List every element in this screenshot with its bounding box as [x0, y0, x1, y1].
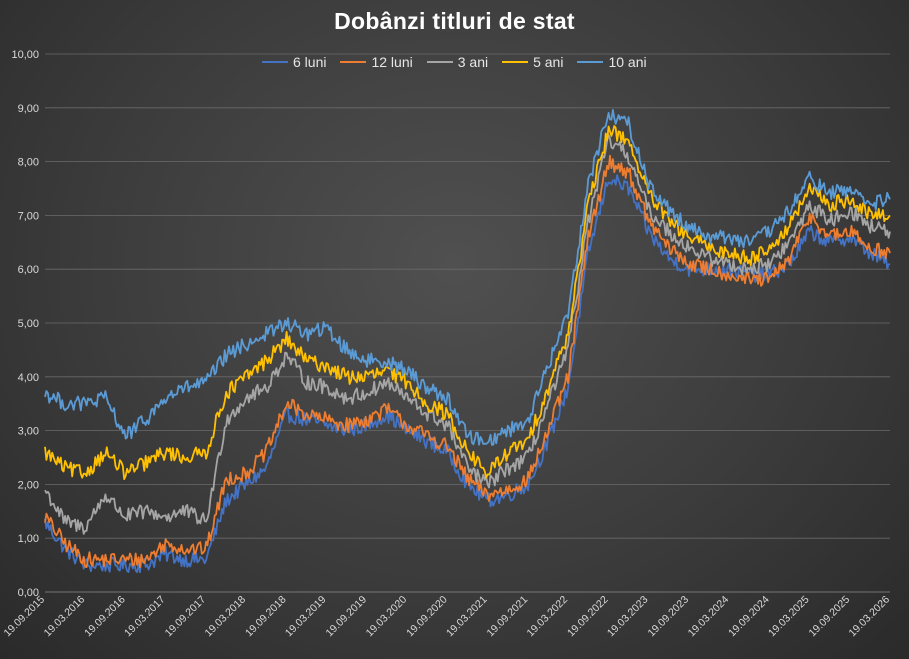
x-tick-label: 19.09.2015 [1, 594, 47, 640]
legend-swatch-12-luni [340, 61, 367, 63]
y-tick-label: 6,00 [18, 264, 39, 276]
y-tick-label: 8,00 [18, 157, 39, 169]
legend-swatch-3-ani [426, 61, 453, 63]
x-tick-label: 19.09.2023 [645, 594, 691, 640]
y-tick-label: 4,00 [18, 372, 39, 384]
y-tick-label: 2,00 [18, 479, 39, 491]
y-tick-label: 0,00 [18, 587, 39, 599]
legend-item-3-ani: 3 ani [426, 54, 489, 70]
x-tick-label: 19.09.2018 [243, 594, 289, 640]
x-tick-label: 19.09.2025 [807, 594, 853, 640]
x-tick-label: 19.09.2024 [726, 594, 772, 640]
legend-item-5-ani: 5 ani [502, 54, 563, 70]
chart-title: Dobânzi titluri de stat [334, 8, 575, 34]
legend-label-12-luni: 12 luni [371, 54, 413, 70]
x-tick-label: 19.09.2017 [163, 594, 209, 640]
legend-label-5-ani: 5 ani [533, 54, 564, 70]
x-axis-ticks: 19.09.201519.03.201619.09.201619.03.2017… [1, 594, 892, 640]
legend-label-3-ani: 3 ani [457, 54, 489, 70]
legend-swatch-5-ani [502, 61, 529, 63]
x-tick-label: 19.03.2023 [605, 594, 651, 640]
gridlines [45, 53, 890, 593]
legend-swatch-6-luni [262, 61, 288, 63]
x-tick-label: 19.03.2021 [444, 594, 490, 640]
y-tick-label: 10,00 [11, 49, 39, 61]
x-tick-label: 19.03.2020 [364, 594, 410, 640]
x-tick-label: 19.03.2018 [202, 594, 248, 640]
legend-swatch-10-ani [577, 61, 604, 63]
series-line-3-ani [44, 133, 891, 535]
x-tick-label: 19.03.2025 [766, 594, 812, 640]
x-tick-label: 19.09.2016 [82, 594, 128, 640]
x-tick-label: 19.09.2020 [404, 594, 450, 640]
y-axis-ticks: 0,00 1,00 2,00 3,00 4,00 5,00 6,00 7,00 8,00 9,00… [11, 49, 39, 599]
x-tick-label: 19.03.2019 [283, 594, 329, 640]
legend-label-6-luni: 6 luni [293, 54, 327, 70]
legend-label-10-ani: 10 ani [608, 54, 647, 70]
x-tick-label: 19.03.2026 [846, 594, 892, 640]
y-tick-label: 7,00 [18, 210, 39, 222]
y-tick-label: 9,00 [18, 103, 39, 115]
series-lines [44, 109, 891, 574]
legend: 6 luni 12 luni 3 ani 5 ani 10 ani [262, 54, 647, 70]
x-tick-label: 19.09.2019 [323, 594, 369, 640]
x-tick-label: 19.09.2021 [485, 594, 531, 640]
legend-item-6-luni: 6 luni [262, 54, 326, 70]
legend-item-12-luni: 12 luni [340, 54, 413, 70]
y-tick-label: 1,00 [18, 533, 39, 545]
series-line-5-ani [44, 125, 891, 481]
legend-item-10-ani: 10 ani [577, 54, 647, 70]
series-line-6-luni [44, 174, 891, 574]
x-tick-label: 19.03.2016 [42, 594, 88, 640]
y-tick-label: 3,00 [18, 426, 39, 438]
y-tick-label: 5,00 [18, 318, 39, 330]
x-tick-label: 19.09.2022 [565, 594, 611, 640]
x-tick-label: 19.03.2022 [524, 594, 570, 640]
series-line-10-ani [44, 109, 891, 446]
x-tick-label: 19.03.2017 [122, 594, 168, 640]
x-tick-label: 19.03.2024 [686, 594, 732, 640]
series-line-12-luni [44, 154, 891, 568]
